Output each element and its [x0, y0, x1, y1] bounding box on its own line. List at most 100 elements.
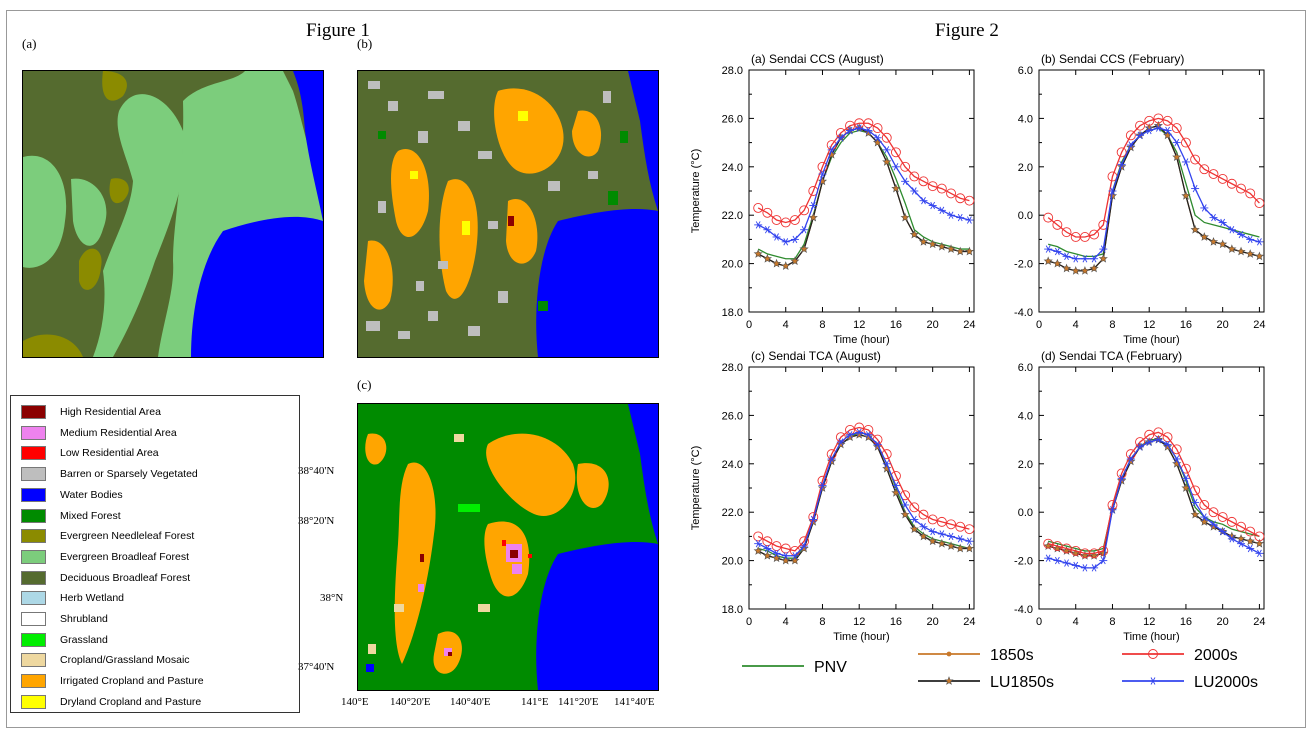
marker-asterisk: [1229, 535, 1235, 543]
marker-circle: [817, 161, 828, 172]
marker-star: [964, 246, 975, 256]
marker-asterisk: [1091, 564, 1097, 572]
legend-swatch: [21, 674, 46, 689]
legend-item: High Residential Area: [21, 404, 161, 420]
marker-asterisk: [1220, 527, 1226, 536]
marker-circle: [1162, 115, 1173, 126]
x-tick-label: 0: [746, 616, 752, 628]
x-tick-label: 20: [927, 319, 939, 331]
marker-circle: [780, 543, 791, 554]
legend-swatch: [21, 487, 46, 502]
series-LU2000s: [754, 124, 974, 246]
marker-star: [1254, 538, 1265, 548]
marker-circle: [808, 512, 819, 522]
series-LU2000s: [754, 428, 974, 560]
y-tick-label: 22.0: [722, 507, 743, 519]
marker-circle: [1125, 130, 1136, 141]
marker-star: [964, 543, 975, 553]
marker-circle: [946, 188, 956, 199]
marker-circle: [762, 536, 773, 547]
marker-star: [863, 432, 873, 442]
land-cover-map-c: [357, 403, 659, 691]
marker-asterisk: [893, 163, 899, 171]
figure-frame: [6, 10, 1306, 728]
marker-circle: [927, 514, 938, 525]
lat-tick: 37°40'N: [298, 661, 335, 673]
line-chart-panel: (a) Sendai CCS (August) 18.0 20.0 22.0 24.0 2…: [690, 52, 976, 346]
plot-frame: [748, 69, 975, 313]
marker-circle: [1153, 427, 1164, 438]
legend-item: Herb Wetland: [21, 590, 124, 606]
legend-item: Dryland Cropland and Pasture: [21, 694, 201, 710]
marker-star: [1236, 533, 1246, 543]
marker-asterisk: [829, 146, 835, 154]
legend-swatch: [21, 653, 46, 668]
legend-label: LU1850s: [990, 674, 1054, 691]
y-tick-label: 28.0: [722, 65, 743, 77]
marker-asterisk: [1119, 160, 1125, 169]
line-chart-panel: (d) Sendai TCA (February) -4.0 -2.0 0.0 2.0 4…: [1014, 349, 1266, 643]
y-axis-label: Temperature (°C): [690, 446, 702, 530]
marker-asterisk: [875, 440, 880, 449]
marker-circle: [1217, 512, 1228, 522]
marker-circle: [909, 502, 920, 513]
lon-tick: 141°E: [521, 696, 549, 708]
marker-star: [1227, 244, 1237, 254]
marker-circle: [900, 161, 911, 172]
marker-circle: [1098, 219, 1109, 230]
marker-asterisk: [764, 226, 770, 234]
legend-swatch: [21, 591, 46, 606]
legend-label: Deciduous Broadleaf Forest: [60, 571, 191, 584]
x-tick-label: 12: [853, 319, 865, 331]
x-tick-label: 16: [1180, 319, 1192, 331]
marker-circle: [771, 541, 782, 552]
legend-swatch: [21, 694, 46, 709]
marker-asterisk: [884, 460, 890, 468]
marker-star: [1208, 236, 1219, 246]
marker-asterisk: [1128, 455, 1134, 463]
marker-circle: [890, 147, 901, 158]
marker-asterisk: [967, 216, 972, 224]
marker-asterisk: [1155, 435, 1161, 444]
marker-asterisk: [792, 235, 798, 244]
lon-tick: 140°E: [341, 696, 369, 708]
marker-circle: [1153, 113, 1164, 124]
x-tick-label: 8: [1109, 616, 1115, 628]
marker-star: [762, 253, 772, 263]
marker-star: [799, 244, 809, 254]
y-tick-label: 4.0: [1018, 113, 1033, 125]
marker-circle: [1089, 229, 1100, 240]
marker-circle: [1144, 115, 1155, 126]
legend-label: Herb Wetland: [60, 592, 125, 605]
x-tick-label: 24: [963, 616, 975, 628]
legend-swatch: [21, 570, 46, 585]
marker-star: [955, 543, 965, 553]
marker-star: [1236, 246, 1246, 256]
marker-star: [753, 249, 763, 258]
marker-asterisk: [1247, 235, 1253, 244]
marker-star: [1172, 152, 1182, 162]
marker-star: [817, 176, 828, 186]
marker-asterisk: [1082, 255, 1088, 263]
marker-asterisk: [911, 187, 917, 195]
marker-asterisk: [1082, 564, 1088, 572]
marker-star: [1126, 142, 1136, 152]
marker-asterisk: [1192, 184, 1198, 193]
marker-star: [900, 509, 910, 519]
marker-circle: [1043, 212, 1054, 223]
marker-circle: [863, 118, 874, 129]
marker-star: [781, 555, 791, 565]
marker-star: [882, 157, 892, 166]
marker-star: [1199, 232, 1209, 241]
marker-asterisk: [930, 527, 936, 536]
marker-asterisk: [783, 552, 789, 560]
series-LU2000s: [1044, 435, 1264, 572]
marker-circle: [1208, 507, 1219, 518]
y-tick-label: 4.0: [1018, 410, 1033, 422]
marker-asterisk: [1128, 141, 1134, 149]
land-cover-map-a: [22, 70, 324, 358]
marker-star: [1254, 251, 1265, 261]
legend-swatch: [21, 632, 46, 647]
marker-star: [753, 546, 763, 555]
y-tick-label: 6.0: [1018, 65, 1033, 77]
